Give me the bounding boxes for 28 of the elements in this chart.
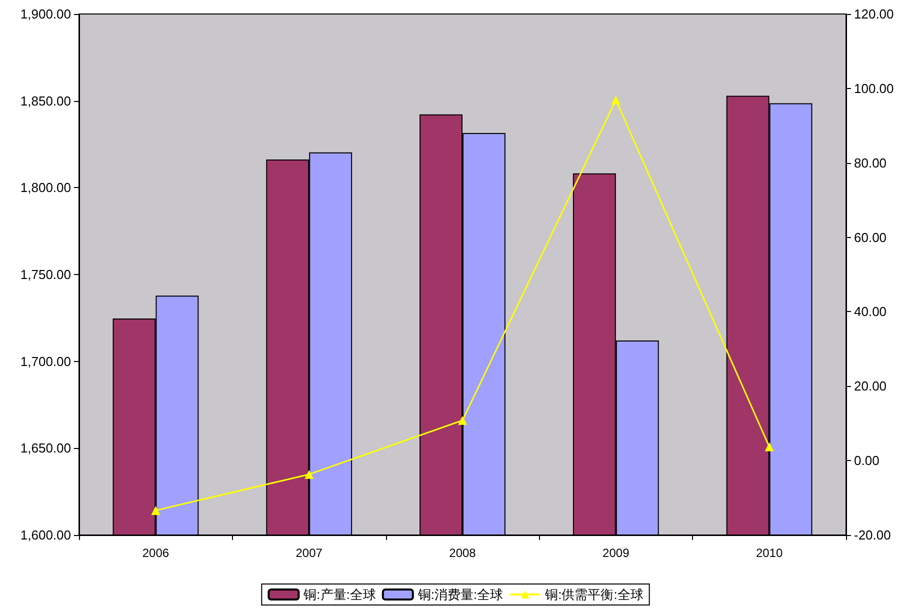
y2-tick-label: 60.00 <box>854 230 887 245</box>
x-tick-label: 2009 <box>602 546 630 560</box>
legend-label: 铜:消费量:全球 <box>416 587 504 602</box>
y-tick-label: 1,850.00 <box>20 93 71 108</box>
point <box>611 95 620 104</box>
x-tick-label: 2007 <box>296 546 323 560</box>
y2-tick-label: 120.00 <box>854 6 894 22</box>
legend-label: 铜:供需平衡:全球 <box>544 587 644 602</box>
y2-tick-label: 100.00 <box>854 80 894 96</box>
point <box>304 470 314 479</box>
y2-tick-label: 80.00 <box>854 155 887 170</box>
y-tick-label: 1,800.00 <box>20 180 71 196</box>
legend-label: 铜:产量:全球 <box>302 587 376 602</box>
y-tick-label: 1,900.00 <box>20 6 71 22</box>
point <box>764 442 774 452</box>
x-tick-label: 2006 <box>142 546 170 560</box>
y2-tick-label: 0.00 <box>854 453 880 468</box>
point <box>151 506 160 515</box>
x-tick-label: 2008 <box>449 546 476 560</box>
y-tick-label: 1,700.00 <box>20 354 71 369</box>
y-tick-label: 1,650.00 <box>20 440 71 456</box>
y2-tick-label: 40.00 <box>854 304 887 320</box>
x-tick-label: 2010 <box>756 546 783 560</box>
y-tick-label: 1,750.00 <box>20 267 71 282</box>
y-tick-label: 1,600.00 <box>20 528 71 542</box>
point <box>458 416 467 425</box>
y2-tick-label: 20.00 <box>854 378 887 394</box>
y2-tick-label: -20.00 <box>854 528 891 542</box>
